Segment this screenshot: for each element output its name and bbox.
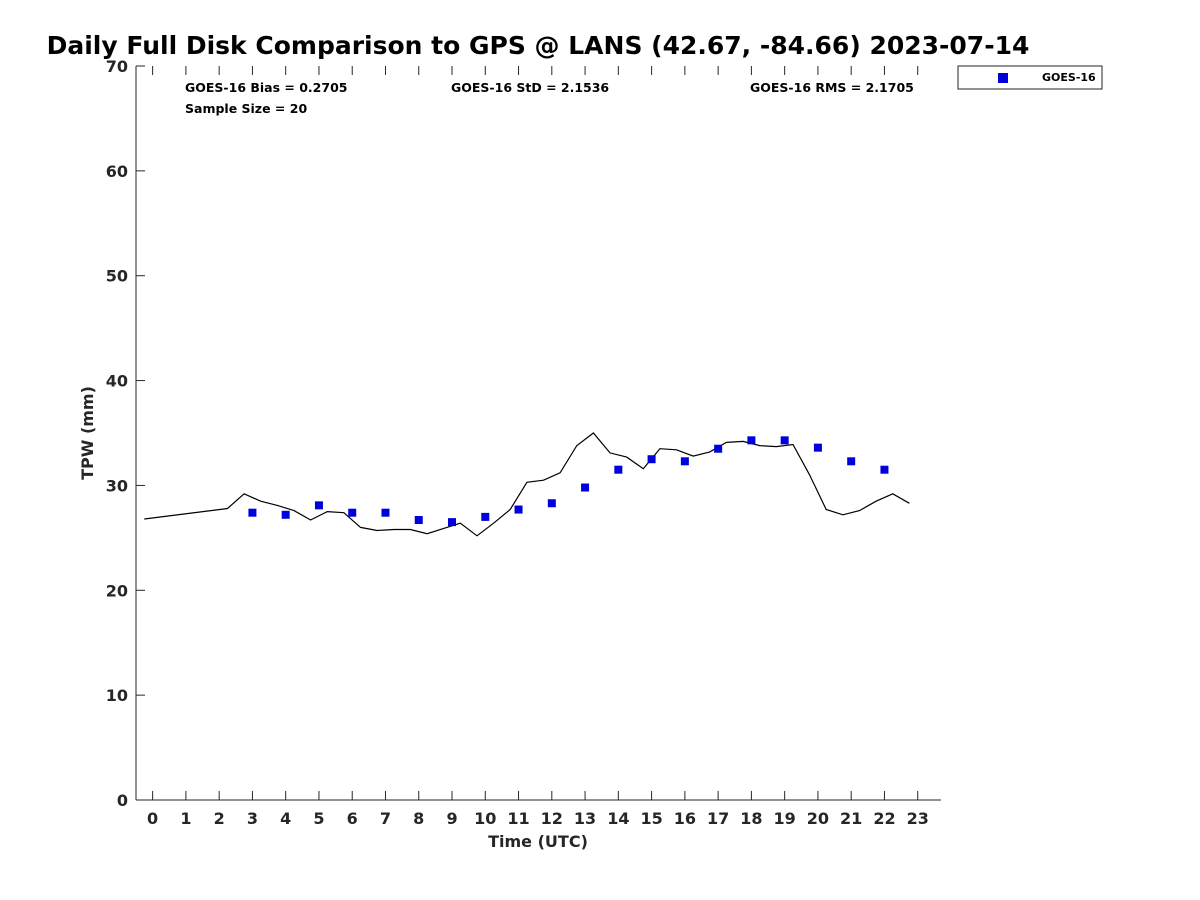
y-tick-label: 50 (106, 267, 128, 286)
goes16-data-point (647, 455, 656, 464)
y-tick-label: 0 (117, 791, 128, 810)
series-layer (144, 432, 910, 537)
y-tick-label: 40 (106, 372, 128, 391)
x-ticks: 0 1 2 3 4 5 6 7 8 9 10 11 12 13 14 15 16 17 18 19 20 21 22 23 (147, 66, 929, 828)
goes16-data-point (714, 444, 723, 453)
x-tick-label: 13 (574, 809, 596, 828)
x-tick-label: 21 (840, 809, 862, 828)
x-tick-label: 2 (214, 809, 225, 828)
x-tick-label: 11 (507, 809, 529, 828)
goes16-data-point (448, 518, 457, 527)
legend: GOES-16 (957, 65, 1103, 90)
goes16-data-point (381, 508, 390, 517)
sample-size-annotation: Sample Size = 20 (185, 101, 307, 116)
goes16-data-point (880, 465, 889, 474)
goes16-data-point (314, 501, 323, 510)
series-line-gps (144, 432, 910, 537)
std-annotation: GOES-16 StD = 2.1536 (451, 80, 609, 95)
x-tick-label: 4 (280, 809, 291, 828)
legend-label-goes16: GOES-16 (1042, 71, 1096, 84)
goes16-data-point (780, 436, 789, 445)
x-tick-label: 15 (640, 809, 662, 828)
y-tick-label: 60 (106, 162, 128, 181)
x-tick-label: 22 (873, 809, 895, 828)
x-tick-label: 14 (607, 809, 629, 828)
y-tick-label: 70 (106, 57, 128, 76)
goes16-data-point (348, 508, 357, 517)
x-tick-label: 23 (907, 809, 929, 828)
x-tick-label: 0 (147, 809, 158, 828)
x-tick-label: 10 (474, 809, 496, 828)
y-ticks: 0 10 20 30 40 50 60 70 (106, 57, 145, 810)
goes16-data-point (514, 505, 523, 514)
x-tick-label: 9 (446, 809, 457, 828)
x-tick-label: 18 (740, 809, 762, 828)
x-tick-label: 17 (707, 809, 729, 828)
goes16-data-point (581, 483, 590, 492)
x-tick-label: 5 (313, 809, 324, 828)
x-tick-label: 3 (247, 809, 258, 828)
rms-annotation: GOES-16 RMS = 2.1705 (750, 80, 914, 95)
goes16-data-point (547, 499, 556, 508)
goes16-data-point (481, 512, 490, 521)
goes16-data-point (813, 443, 822, 452)
bias-annotation: GOES-16 Bias = 0.2705 (185, 80, 347, 95)
legend-box (957, 65, 1103, 90)
y-axis-label: TPW (mm) (78, 386, 97, 480)
x-tick-label: 20 (807, 809, 829, 828)
axes (135, 66, 941, 801)
y-tick-label: 10 (106, 686, 128, 705)
chart-title: Daily Full Disk Comparison to GPS @ LANS… (47, 31, 1030, 60)
goes16-data-point (414, 516, 423, 525)
x-tick-label: 12 (541, 809, 563, 828)
goes16-data-point (847, 457, 856, 466)
x-tick-label: 1 (180, 809, 191, 828)
x-tick-label: 19 (774, 809, 796, 828)
x-tick-label: 6 (347, 809, 358, 828)
goes16-data-point (680, 457, 689, 466)
y-tick-label: 20 (106, 581, 128, 600)
y-tick-label: 30 (106, 476, 128, 495)
stats-annotations: GOES-16 Bias = 0.2705 Sample Size = 20 G… (185, 80, 914, 116)
goes16-data-point (747, 436, 756, 445)
x-tick-label: 16 (674, 809, 696, 828)
goes16-data-point (248, 508, 257, 517)
goes16-data-point (281, 510, 290, 519)
x-tick-label: 7 (380, 809, 391, 828)
goes16-data-point (614, 465, 623, 474)
legend-marker-goes16 (998, 73, 1008, 83)
x-axis-label: Time (UTC) (488, 832, 588, 851)
x-tick-label: 8 (413, 809, 424, 828)
